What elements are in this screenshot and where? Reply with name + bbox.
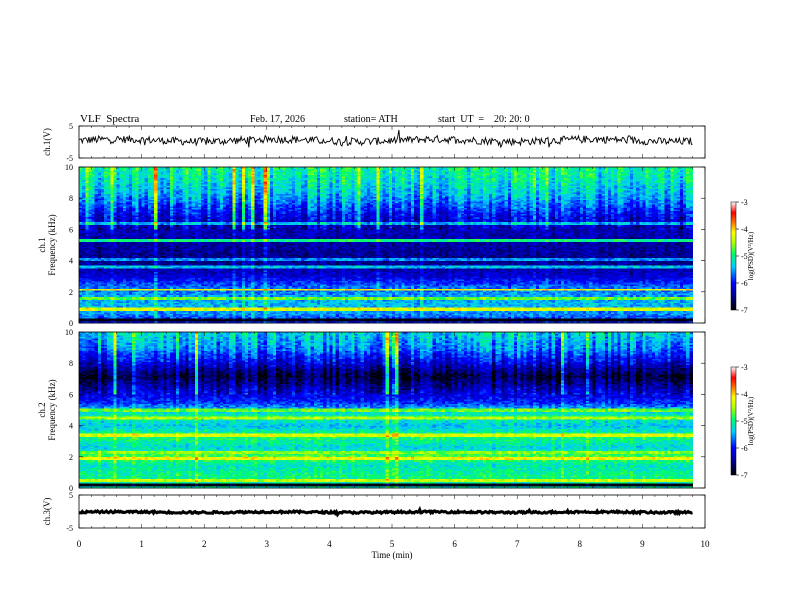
- colorbar-tick-label: -4: [741, 390, 748, 399]
- colorbar-tick-label: -6: [741, 444, 748, 453]
- y-axis-label: ch.1(V): [42, 128, 52, 156]
- y-tick-label: 2: [69, 453, 73, 462]
- plot-title: VLF Spectra: [80, 113, 139, 125]
- x-tick-label: 10: [701, 539, 711, 549]
- y-axis-label: ch.3(V): [42, 498, 52, 526]
- x-tick-label: 2: [202, 539, 207, 549]
- ch1-waveform-y-axis: 5 -5 ch.1(V): [42, 122, 705, 163]
- station-label: station= ATH: [344, 114, 398, 125]
- y-axis-label: Frequency (kHz): [47, 379, 57, 440]
- ch3-waveform-trace: [78, 505, 693, 518]
- ch3-waveform-y-axis: 5 -5 ch.3(V): [42, 491, 705, 533]
- ch1-waveform-panel: 5 -5 ch.1(V): [42, 122, 706, 163]
- ch3-waveform-panel: 5 -5 ch.3(V) 0 1 2 3 4 5 6 7 8 9 10 Time (min): [42, 491, 710, 560]
- x-tick-label: 4: [327, 539, 332, 549]
- x-tick-label: 1: [139, 539, 144, 549]
- y-tick-label: -5: [66, 524, 73, 533]
- ch1-spectrogram-cells: [79, 167, 693, 324]
- colorbar-tick-label: -5: [741, 252, 748, 261]
- y-tick-label: 5: [69, 491, 73, 500]
- ch2-spectrogram-x-ticks: [78, 332, 706, 488]
- x-tick-label: 6: [452, 539, 457, 549]
- x-tick-label: 0: [77, 539, 82, 549]
- ch2-spectrogram-y-axis: 0 2 4 6 8 10 ch.2 Frequency (kHz): [37, 328, 705, 493]
- colorbar-tick-label: -6: [741, 279, 748, 288]
- y-tick-label: 2: [69, 288, 73, 297]
- colorbar-tick-label: -3: [741, 198, 748, 207]
- x-tick-label: 8: [578, 539, 583, 549]
- y-tick-label: 4: [69, 422, 73, 431]
- y-tick-label: 6: [69, 225, 73, 234]
- colorbar-tick-label: -5: [741, 417, 748, 426]
- x-tick-label: 3: [265, 539, 270, 549]
- colorbar-tick-label: -3: [741, 363, 748, 372]
- ch3-waveform-x-ticks: [78, 495, 706, 528]
- ch3-waveform-x-axis: 0 1 2 3 4 5 6 7 8 9 10 Time (min): [77, 539, 710, 560]
- y-axis-label: Frequency (kHz): [47, 214, 57, 275]
- ch1-spectrogram-x-ticks: [78, 167, 706, 323]
- y-tick-label: 0: [69, 319, 73, 328]
- y-tick-label: 0: [69, 484, 73, 493]
- y-tick-label: 10: [65, 163, 73, 172]
- x-axis-label: Time (min): [372, 550, 413, 560]
- ch1-spectrogram-y-axis: 0 2 4 6 8 10 ch.1 Frequency (kHz): [37, 163, 705, 328]
- colorbar-label: log(PSD)(V²/Hz): [747, 396, 755, 445]
- start-time-label: start UT = 20: 20: 0: [438, 114, 530, 125]
- ch2-spectrogram-colorbar: -3 -4 -5 -6 -7 log(PSD)(V²/Hz): [730, 363, 755, 480]
- x-tick-label: 7: [515, 539, 520, 549]
- y-tick-label: 10: [65, 328, 73, 337]
- colorbar-tick-label: -7: [741, 306, 748, 315]
- ch1-waveform-trace: [78, 129, 693, 149]
- y-tick-label: 4: [69, 257, 73, 266]
- ch1-spectrogram-panel: -3 -4 -5 -6 -7 log(PSD)(V²/Hz) 0 2 4 6 8 10 ch.1 Freq…: [37, 163, 755, 328]
- y-axis-label: ch.2: [37, 402, 47, 417]
- ch2-spectrogram-cells: [79, 332, 693, 489]
- y-tick-label: -5: [66, 154, 73, 163]
- colorbar-label: log(PSD)(V²/Hz): [747, 231, 755, 280]
- y-tick-label: 8: [69, 359, 73, 368]
- y-axis-label: ch.1: [37, 237, 47, 252]
- colorbar-gradient: [730, 201, 737, 311]
- y-tick-label: 5: [69, 122, 73, 131]
- colorbar-tick-label: -7: [741, 471, 748, 480]
- y-tick-label: 6: [69, 390, 73, 399]
- colorbar-tick-label: -4: [741, 225, 748, 234]
- ch1-spectrogram-colorbar: -3 -4 -5 -6 -7 log(PSD)(V²/Hz): [730, 198, 755, 315]
- y-tick-label: 8: [69, 194, 73, 203]
- colorbar-gradient: [730, 366, 737, 476]
- x-tick-label: 5: [390, 539, 395, 549]
- date-label: Feb. 17, 2026: [250, 114, 305, 125]
- x-tick-label: 9: [640, 539, 645, 549]
- ch2-spectrogram-panel: -3 -4 -5 -6 -7 log(PSD)(V²/Hz) 0 2 4 6 8 10 ch.2 Freq…: [37, 328, 755, 493]
- ch1-waveform-x-ticks: [78, 126, 706, 158]
- panels: 5 -5 ch.1(V) -3 -4 -5 -6 -7 log(PSD)(V²/Hz) 0 2 4 6 8…: [37, 122, 755, 560]
